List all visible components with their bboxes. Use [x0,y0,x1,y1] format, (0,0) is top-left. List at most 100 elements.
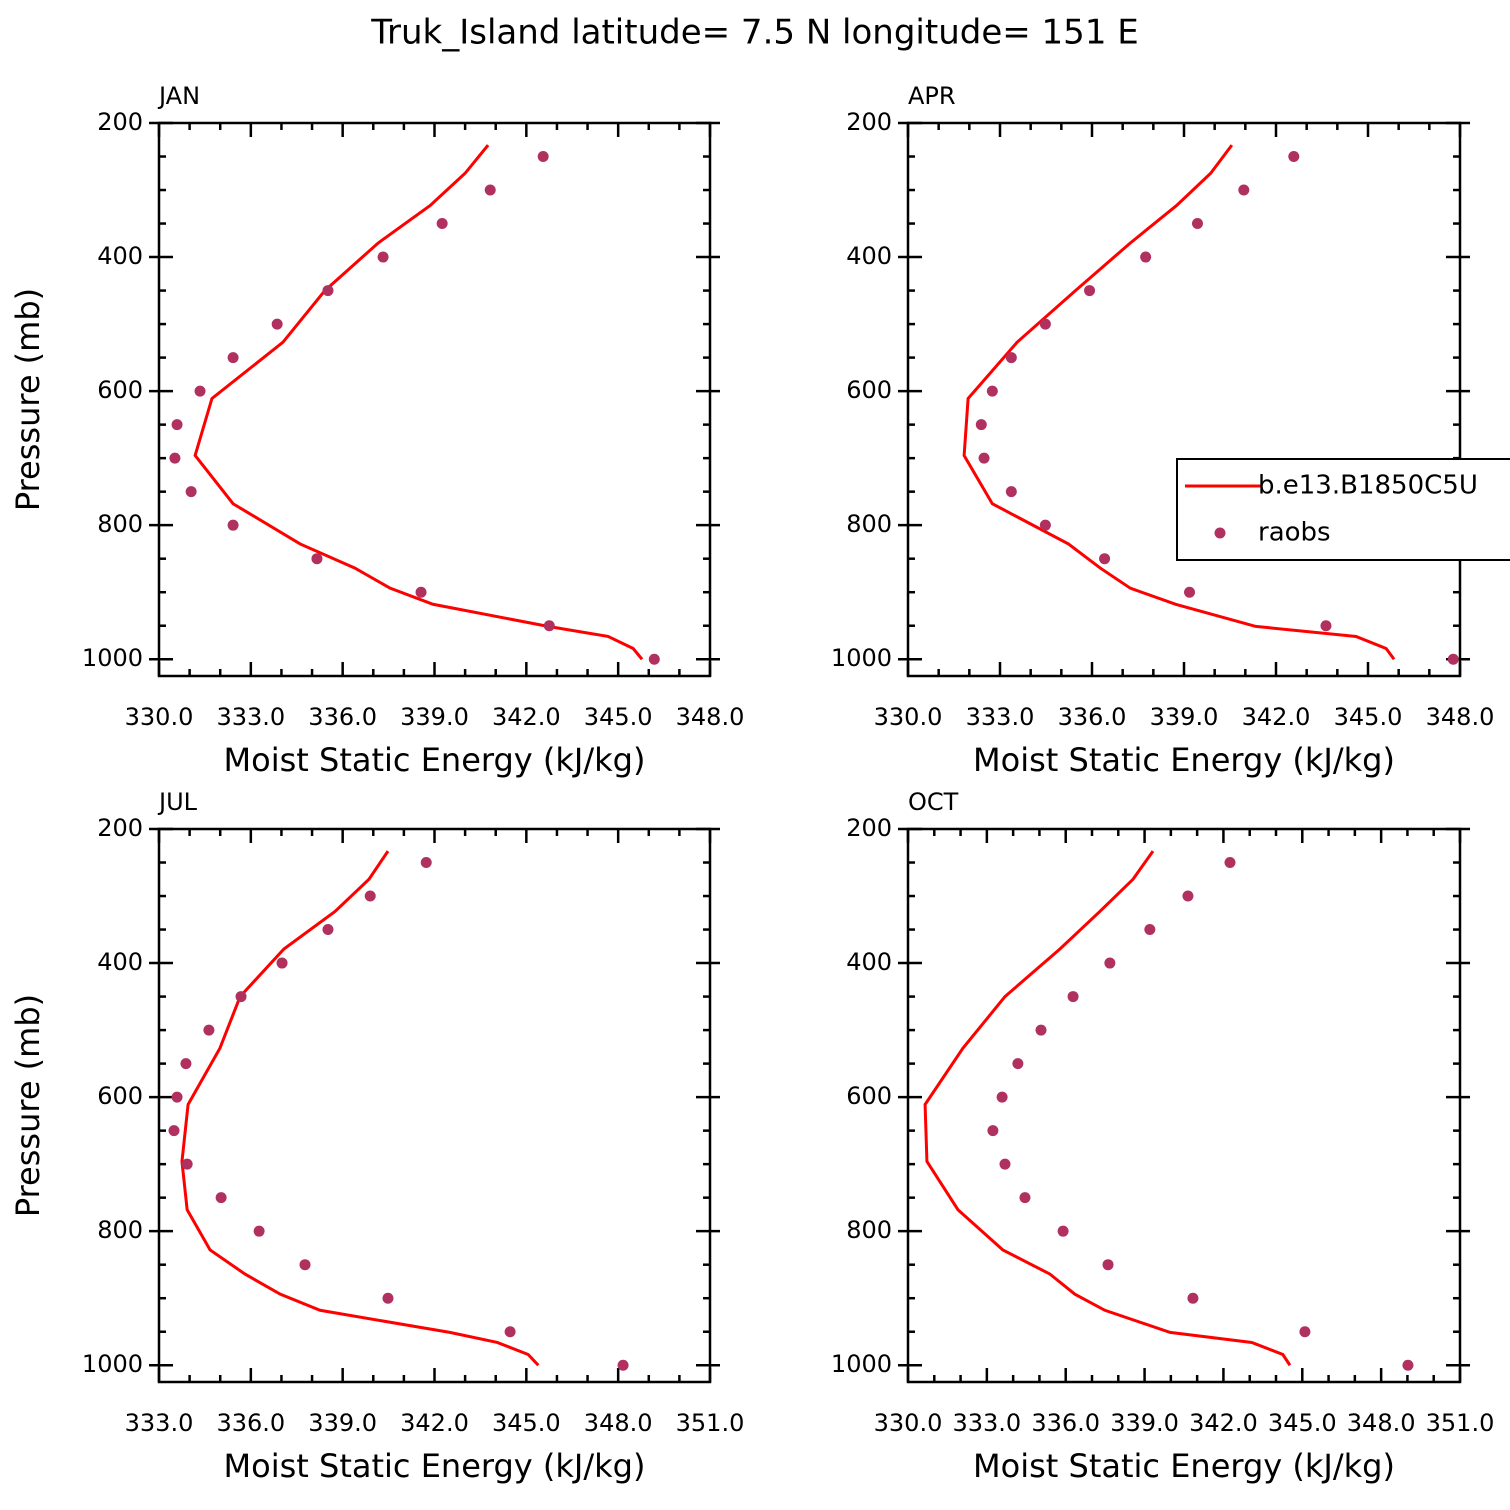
x-tick-label: 342.0 [1242,703,1311,731]
obs-point [169,452,181,464]
obs-point [1140,251,1152,263]
obs-point [185,486,197,498]
panel-title: OCT [908,788,959,816]
x-tick-label: 342.0 [1189,1409,1258,1437]
y-axis-label: Pressure (mb) [9,994,47,1217]
x-tick-label: 330.0 [874,1409,943,1437]
obs-point [215,1192,227,1204]
obs-point [227,519,239,531]
x-tick-label: 336.0 [308,703,377,731]
x-tick-label: 339.0 [308,1409,377,1437]
plot-frame [157,827,712,1384]
obs-point [322,285,334,297]
legend-marker [1214,527,1226,539]
obs-point [1299,1326,1311,1338]
obs-point [1402,1359,1414,1371]
obs-point [987,1125,999,1137]
obs-point [1019,1192,1031,1204]
x-tick-label: 339.0 [400,703,469,731]
obs-point [1104,957,1116,969]
y-tick-label: 600 [97,1082,143,1110]
obs-point [227,352,239,364]
x-tick-label: 345.0 [1334,703,1403,731]
obs-point [537,151,549,163]
obs-point [415,586,427,598]
obs-point [1144,924,1156,936]
y-tick-label: 400 [846,242,892,270]
y-tick-label: 600 [846,376,892,404]
y-tick-label: 1000 [82,644,143,672]
x-tick-label: 348.0 [1347,1409,1416,1437]
obs-point [1039,519,1051,531]
obs-point [1447,653,1459,665]
obs-point [420,857,432,869]
panel-title: JUL [157,788,198,816]
x-tick-label: 333.0 [216,703,285,731]
x-axis-label: Moist Static Energy (kJ/kg) [224,1447,646,1485]
x-tick-label: 351.0 [676,1409,745,1437]
obs-point [253,1225,265,1237]
legend-label: raobs [1258,518,1331,548]
model-line [193,144,644,661]
x-tick-label: 333.0 [966,703,1035,731]
x-tick-label: 330.0 [125,703,194,731]
legend-label: b.e13.B1850C5U [1258,471,1478,501]
x-tick-label: 336.0 [216,1409,285,1437]
x-tick-label: 351.0 [1426,1409,1495,1437]
obs-point [1288,151,1300,163]
x-tick-label: 330.0 [874,703,943,731]
x-tick-label: 345.0 [1268,1409,1337,1437]
obs-point [1012,1058,1024,1070]
y-tick-label: 200 [97,108,143,136]
plot-frame [157,121,712,678]
y-tick-label: 800 [97,510,143,538]
plot-frame [906,827,1462,1384]
obs-point [377,251,389,263]
obs-point [484,184,496,196]
x-tick-label: 336.0 [1031,1409,1100,1437]
y-tick-label: 600 [846,1082,892,1110]
obs-point [171,1091,183,1103]
obs-point [543,620,555,632]
obs-point [1238,184,1250,196]
x-tick-label: 345.0 [492,1409,561,1437]
legend-box [1176,458,1510,561]
x-tick-label: 333.0 [125,1409,194,1437]
x-tick-label: 339.0 [1150,703,1219,731]
obs-point [436,218,448,230]
y-tick-label: 1000 [831,1350,892,1378]
obs-point [171,419,183,431]
obs-point [996,1091,1008,1103]
x-tick-label: 345.0 [584,703,653,731]
y-tick-label: 400 [97,948,143,976]
x-axis-label: Moist Static Energy (kJ/kg) [973,741,1395,779]
obs-point [617,1359,629,1371]
x-tick-label: 348.0 [584,1409,653,1437]
y-tick-label: 200 [846,108,892,136]
x-axis-label: Moist Static Energy (kJ/kg) [224,741,646,779]
obs-point [203,1024,215,1036]
obs-point [1099,553,1111,565]
x-tick-label: 348.0 [676,703,745,731]
model-line [923,850,1292,1367]
obs-point [276,957,288,969]
obs-point [986,385,998,397]
obs-point [180,1058,192,1070]
plot-frame [906,121,1462,678]
obs-point [271,318,283,330]
y-tick-label: 1000 [82,1350,143,1378]
x-tick-label: 342.0 [492,703,561,731]
obs-point [322,924,334,936]
model-line [962,144,1396,661]
obs-point [999,1158,1011,1170]
obs-point [1184,586,1196,598]
panel-title: JAN [157,82,200,110]
y-tick-label: 400 [846,948,892,976]
y-tick-label: 200 [97,814,143,842]
obs-point [1039,318,1051,330]
y-tick-label: 600 [97,376,143,404]
x-tick-label: 336.0 [1058,703,1127,731]
obs-point [975,419,987,431]
obs-point [1067,991,1079,1003]
